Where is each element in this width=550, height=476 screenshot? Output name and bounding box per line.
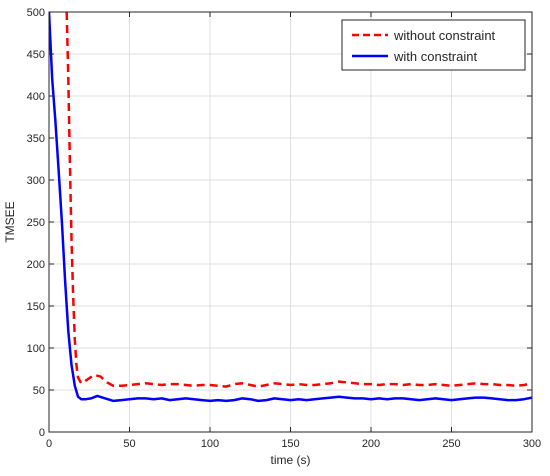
legend[interactable]: without constraint with constraint	[341, 19, 526, 71]
y-tick-label: 250	[27, 217, 45, 229]
y-tick-label: 200	[27, 259, 45, 271]
y-tick-label: 500	[27, 7, 45, 19]
y-tick-label: 400	[27, 91, 45, 103]
legend-label-without-constraint: without constraint	[393, 28, 496, 43]
series-line-without-constraint	[65, 12, 532, 388]
grid	[48, 11, 533, 433]
x-tick-label: 0	[46, 438, 52, 450]
ticks: 0 50 100 150 200 250 300 0 50 100 150 200 250 300 350 4…	[27, 7, 542, 450]
y-axis-label: TMSEE	[3, 201, 17, 242]
y-tick-label: 350	[27, 133, 45, 145]
x-tick-label: 250	[442, 438, 460, 450]
x-tick-label: 100	[201, 438, 219, 450]
y-tick-label: 300	[27, 175, 45, 187]
x-tick-label: 150	[281, 438, 299, 450]
y-tick-label: 450	[27, 49, 45, 61]
x-tick-label: 200	[362, 438, 380, 450]
x-tick-label: 50	[123, 438, 135, 450]
y-tick-label: 150	[27, 301, 45, 313]
legend-label-with-constraint: with constraint	[393, 49, 477, 64]
y-tick-label: 100	[27, 343, 45, 355]
series-layer	[49, 12, 532, 403]
y-tick-label: 50	[33, 385, 45, 397]
legend-box	[341, 19, 526, 71]
y-tick-label: 0	[39, 427, 45, 439]
x-tick-label: 300	[523, 438, 541, 450]
x-axis-label: time (s)	[271, 453, 311, 467]
series-line-with-constraint	[49, 12, 532, 403]
